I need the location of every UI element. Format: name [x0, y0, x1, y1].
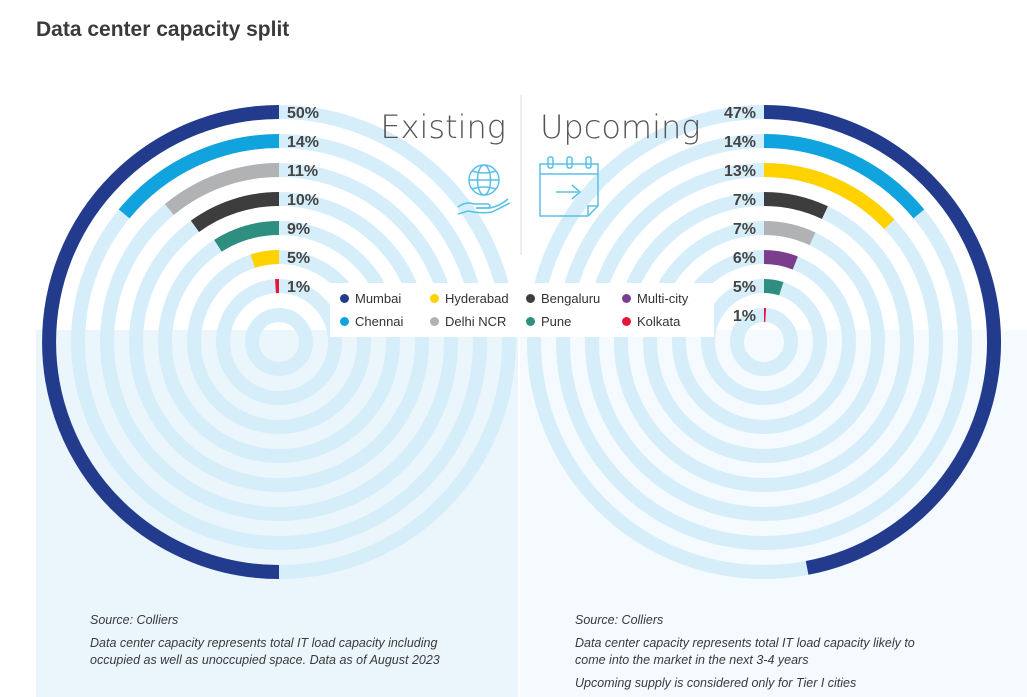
- upcoming-label-chennai: 14%: [724, 134, 756, 151]
- existing-label-chennai: 14%: [287, 134, 319, 151]
- legend-item-pune: Pune: [526, 312, 622, 331]
- existing-bar-chennai: [118, 134, 280, 219]
- upcoming-label-kolkata: 1%: [733, 308, 756, 325]
- existing-label-bengaluru: 10%: [287, 192, 319, 209]
- legend-label: Delhi NCR: [445, 314, 507, 329]
- upcoming-bar-mumbai: [763, 105, 1001, 575]
- legend-swatch: [622, 317, 631, 326]
- legend: Mumbai Hyderabad Bengaluru Multi-city Chenna…: [330, 283, 714, 337]
- legend-label: Bengaluru: [541, 291, 601, 306]
- existing-bar-bengaluru: [190, 192, 280, 233]
- existing-title: Existing: [380, 108, 506, 146]
- calendar-arrow-icon: [539, 156, 599, 217]
- upcoming-label-delhi-ncr: 7%: [733, 221, 756, 238]
- legend-swatch: [526, 294, 535, 303]
- existing-ring-8: [245, 308, 313, 376]
- legend-label: Mumbai: [355, 291, 402, 306]
- legend-swatch: [430, 294, 439, 303]
- existing-bar-delhi-ncr: [164, 163, 280, 215]
- upcoming-label-bengaluru: 7%: [733, 192, 756, 209]
- upcoming-label-mumbai: 47%: [724, 105, 756, 122]
- existing-note-line-1: Data center capacity represents total IT…: [90, 636, 438, 650]
- chart-title: Data center capacity split: [36, 18, 290, 41]
- legend-item-chennai: Chennai: [340, 312, 430, 331]
- upcoming-note-line-2: come into the market in the next 3-4 yea…: [575, 653, 809, 667]
- existing-bar-pune: [214, 221, 280, 252]
- legend-item-delhi-ncr: Delhi NCR: [430, 312, 526, 331]
- globe-hand-icon: [457, 164, 511, 215]
- legend-item-kolkata: Kolkata: [622, 312, 714, 331]
- upcoming-bar-delhi-ncr: [763, 221, 816, 246]
- existing-label-delhi-ncr: 11%: [287, 163, 318, 180]
- legend-swatch: [526, 317, 535, 326]
- legend-item-multi-city: Multi-city: [622, 289, 714, 308]
- upcoming-bar-bengaluru: [763, 192, 828, 220]
- upcoming-label-pune: 5%: [733, 279, 756, 296]
- existing-notes: Source: Colliers Data center capacity re…: [90, 612, 510, 669]
- upcoming-note-line-3: Upcoming supply is considered only for T…: [575, 676, 857, 690]
- existing-labels: 50% 14% 11% 10% 9% 5% 1%: [287, 105, 319, 296]
- existing-label-kolkata: 1%: [287, 279, 310, 296]
- legend-item-hyderabad: Hyderabad: [430, 289, 526, 308]
- upcoming-bar-multi-city: [763, 250, 798, 270]
- existing-label-pune: 9%: [287, 221, 310, 238]
- existing-note-line-2: occupied as well as unoccupied space. Da…: [90, 653, 440, 667]
- legend-label: Hyderabad: [445, 291, 509, 306]
- legend-swatch: [340, 317, 349, 326]
- existing-bar-mumbai: [42, 105, 280, 579]
- existing-bars: [42, 105, 280, 579]
- upcoming-ring-4: [614, 192, 914, 492]
- existing-source: Source: Colliers: [90, 613, 179, 627]
- upcoming-bar-chennai: [763, 134, 925, 219]
- upcoming-bars: [763, 105, 1001, 575]
- upcoming-labels: 47% 14% 13% 7% 7% 6% 5% 1%: [724, 105, 756, 325]
- existing-ring-7: [216, 279, 342, 405]
- upcoming-label-hyderabad: 13%: [724, 163, 756, 180]
- legend-swatch: [622, 294, 631, 303]
- existing-label-mumbai: 50%: [287, 105, 319, 122]
- existing-bar-hyderabad: [250, 250, 280, 268]
- upcoming-title: Upcoming: [540, 108, 700, 146]
- legend-label: Pune: [541, 314, 572, 329]
- upcoming-notes: Source: Colliers Data center capacity re…: [575, 612, 995, 692]
- legend-label: Kolkata: [637, 314, 681, 329]
- legend-label: Chennai: [355, 314, 404, 329]
- legend-swatch: [340, 294, 349, 303]
- legend-label: Multi-city: [637, 291, 689, 306]
- legend-item-bengaluru: Bengaluru: [526, 289, 622, 308]
- existing-ring-4: [129, 192, 429, 492]
- existing-label-hyderabad: 5%: [287, 250, 310, 267]
- legend-item-mumbai: Mumbai: [340, 289, 430, 308]
- upcoming-note-line-1: Data center capacity represents total IT…: [575, 636, 915, 650]
- upcoming-bar-hyderabad: [763, 163, 895, 230]
- upcoming-source: Source: Colliers: [575, 613, 664, 627]
- upcoming-ring-7: [701, 279, 827, 405]
- legend-swatch: [430, 317, 439, 326]
- upcoming-bar-pune: [763, 279, 784, 296]
- upcoming-label-multi-city: 6%: [733, 250, 756, 267]
